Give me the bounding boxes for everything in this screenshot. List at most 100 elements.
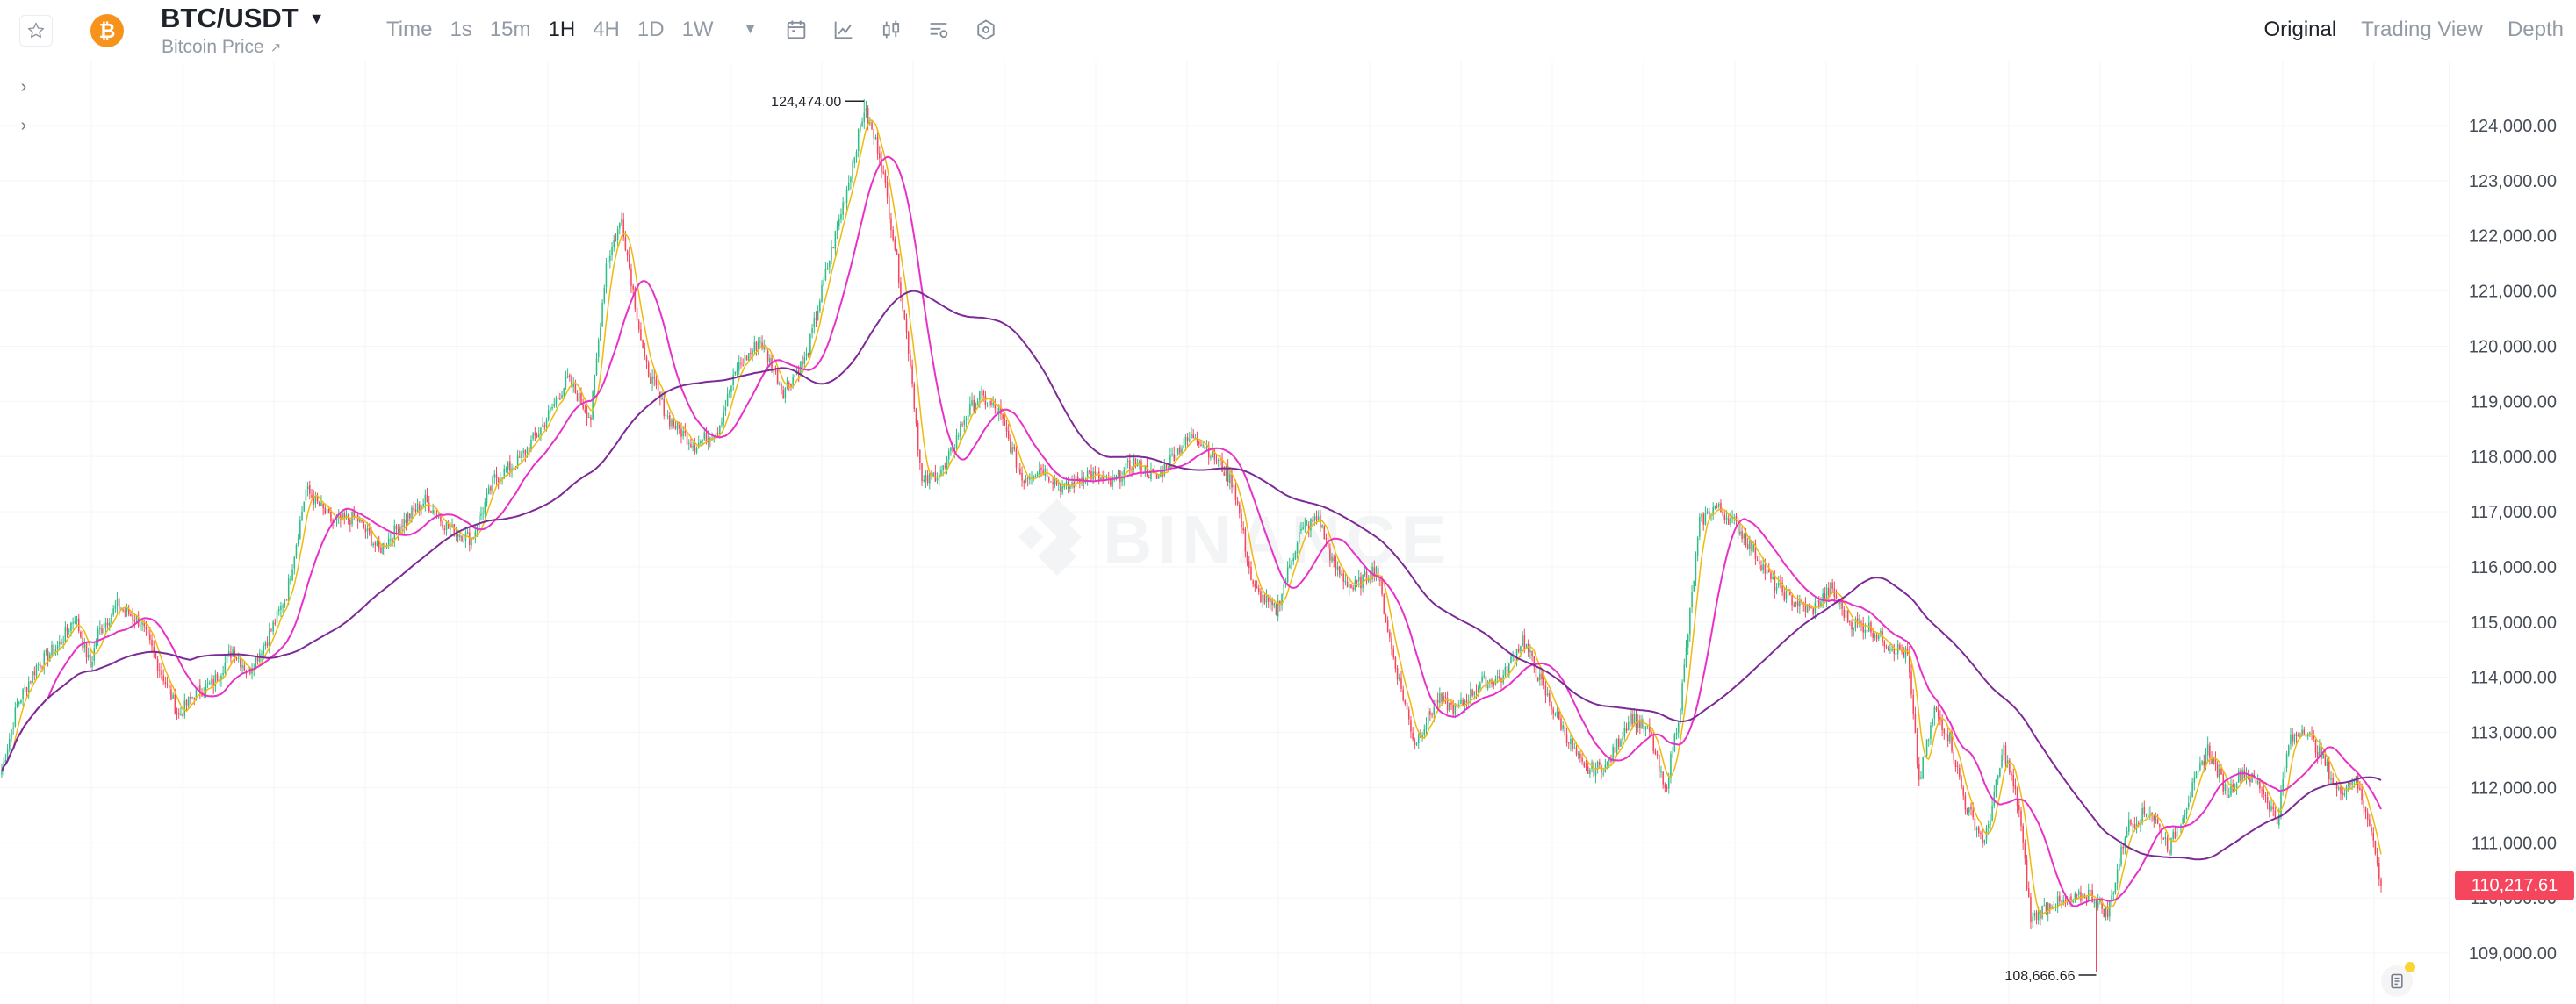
favorite-button[interactable] [19,15,53,47]
watermark-text: BINANCE [1103,501,1451,578]
expand-ma-legend-icon[interactable]: › [20,76,27,97]
candle-body [1486,682,1489,689]
candle-body [742,364,744,366]
candle-body [1704,513,1707,525]
candle-body [1473,692,1476,695]
ma-99-line [1,290,2382,861]
candle-body [744,355,746,364]
chart-settings-icon[interactable] [925,17,952,43]
candle-body [1723,514,1726,521]
candle-body [1685,647,1687,666]
candle-body [1746,544,1749,549]
candle-body [486,493,488,504]
candle-body [2114,882,2117,893]
candle-body [1739,531,1741,534]
candle-body [2306,734,2309,737]
candle-body [1055,478,1058,485]
candle-body [1949,732,1951,742]
candle-body [12,727,14,729]
candle-type-icon[interactable] [878,17,904,43]
candle-body [757,342,759,351]
candle-body [159,670,161,671]
candle-body [414,509,417,512]
candle-body [724,407,727,412]
candle-body [1875,635,1878,640]
coin-info-link[interactable]: Bitcoin Price ↗ [162,37,281,58]
candle-body [597,340,600,358]
candle-body [697,442,700,448]
candle-body [682,431,684,437]
candle-body [40,664,41,668]
more-intervals-icon[interactable]: ▼ [743,22,758,37]
candle-body [1993,792,1996,806]
candle-body [587,416,590,418]
candle-body [1781,582,1783,592]
candle-body [1891,649,1893,651]
candle-body [805,353,808,357]
candle-body [788,382,790,385]
candle-body [1846,610,1849,623]
tab-depth[interactable]: Depth [2507,18,2564,41]
interval-1w[interactable]: 1W [681,18,714,41]
candle-body [1920,777,1922,779]
candle-body [74,621,76,623]
ma-25-line [1,155,2382,907]
low-price-label: 108,666.66 [2004,969,2075,984]
calendar-icon[interactable] [783,17,809,43]
tab-trading-view[interactable]: Trading View [2361,18,2483,41]
tab-original[interactable]: Original [2263,18,2337,41]
candle-body [2270,806,2272,810]
indicator-icon[interactable] [831,17,857,43]
candle-body [2043,905,2046,907]
candle-body [519,456,521,458]
bitcoin-icon: ₿ [90,14,124,47]
interval-4h[interactable]: 4H [593,18,620,41]
candlestick-chart[interactable]: 124,000.00 123,000.00 122,000.00 121,000.00… [0,61,2576,1004]
candle-body [1903,651,1905,657]
candle-body [43,652,46,668]
candle-body [311,494,313,498]
candle-body [511,468,513,472]
interval-15m[interactable]: 15m [489,18,531,41]
price-axis-tick: 115,000.00 [2470,613,2557,633]
candle-body [1464,700,1466,706]
candle-body [671,420,673,427]
candle-body [59,642,61,645]
candle-body [603,287,606,303]
candle-body [817,310,819,320]
candle-body [1941,719,1943,731]
candle-body [536,434,538,437]
candle-body [334,519,336,523]
candle-body [1652,735,1654,751]
candle-body [2190,796,2191,802]
candle-body [621,219,622,224]
price-chart[interactable]: 124,000.00 123,000.00 122,000.00 121,000.00… [0,61,2576,1004]
candle-body [2235,783,2238,788]
candle-body [2056,896,2059,908]
candle-body [1990,820,1991,826]
candle-body [1854,619,1857,628]
interval-time[interactable]: Time [386,18,433,41]
candle-body [1446,698,1449,711]
candle-body [2112,893,2115,895]
candle-body [25,687,28,692]
interval-1h[interactable]: 1H [548,18,576,41]
candle-body [1402,689,1404,700]
candle-body [1818,600,1820,608]
candle-body [285,599,288,601]
interval-1s[interactable]: 1s [450,18,472,41]
order-book-button[interactable] [2381,962,2415,997]
candle-body [807,353,809,355]
interval-1d[interactable]: 1D [637,18,665,41]
candle-body [2170,837,2172,855]
candle-body [1796,601,1799,607]
hexagon-settings-icon[interactable] [973,17,999,43]
candle-body [752,350,753,355]
symbol-selector[interactable]: BTC/USDT ▼ [161,1,325,36]
candle-body [2093,901,2096,904]
candle-body [369,528,371,534]
candle-body [18,702,20,704]
candle-body [1196,437,1198,442]
expand-indicator-legend-icon[interactable]: › [20,115,27,135]
candle-body [821,284,823,302]
